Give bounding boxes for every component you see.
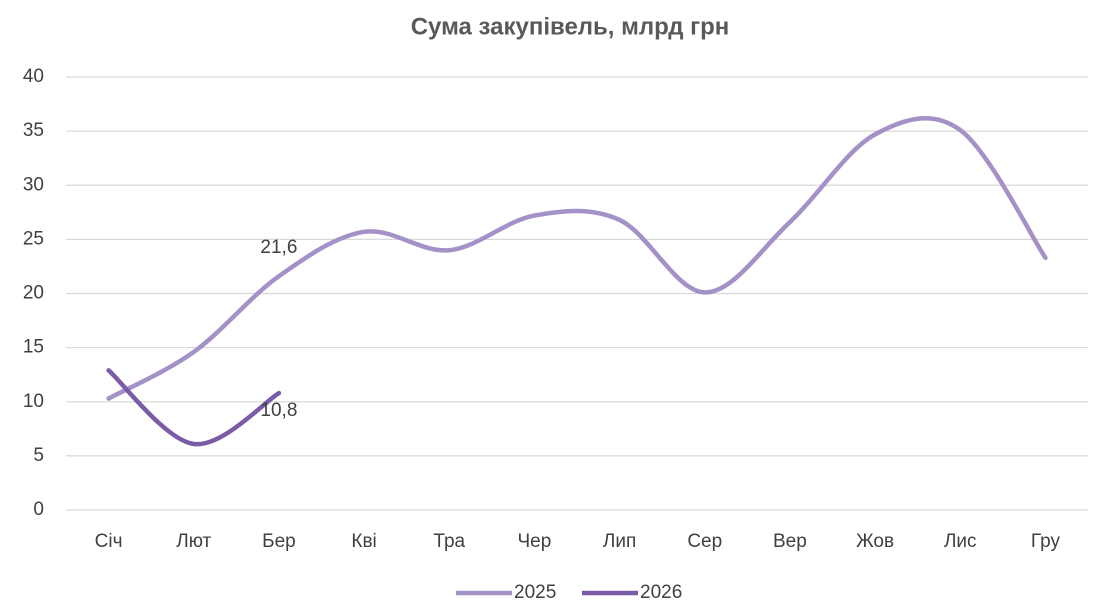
legend-label: 2025 bbox=[514, 582, 556, 602]
y-tick-label: 35 bbox=[23, 120, 44, 141]
y-tick-label: 30 bbox=[23, 174, 44, 195]
y-tick-label: 5 bbox=[33, 445, 44, 466]
y-tick-label: 25 bbox=[23, 228, 44, 249]
data-label: 21,6 bbox=[260, 237, 297, 258]
chart-title: Сума закупівель, млрд грн bbox=[411, 13, 730, 40]
x-tick-label: Гру bbox=[1031, 531, 1061, 552]
x-tick-label: Січ bbox=[95, 531, 123, 552]
y-tick-label: 15 bbox=[23, 337, 44, 358]
x-tick-label: Тра bbox=[433, 531, 465, 552]
y-tick-label: 0 bbox=[33, 499, 44, 520]
x-tick-label: Бер bbox=[262, 531, 296, 552]
x-tick-label: Лис bbox=[944, 531, 977, 552]
series-line bbox=[106, 116, 1048, 401]
x-tick-label: Лют bbox=[176, 531, 211, 552]
series-line bbox=[106, 368, 282, 447]
y-tick-label: 20 bbox=[23, 283, 44, 304]
y-tick-label: 10 bbox=[23, 391, 44, 412]
x-tick-label: Вер bbox=[773, 531, 807, 552]
x-tick-label: Чер bbox=[518, 531, 552, 552]
x-tick-label: Кві bbox=[351, 531, 376, 552]
x-tick-label: Жов bbox=[856, 531, 894, 552]
x-tick-label: Лип bbox=[603, 531, 636, 552]
legend-label: 2026 bbox=[640, 582, 682, 602]
data-label: 10,8 bbox=[260, 400, 297, 421]
y-tick-label: 40 bbox=[23, 66, 44, 87]
x-tick-label: Сер bbox=[687, 531, 722, 552]
